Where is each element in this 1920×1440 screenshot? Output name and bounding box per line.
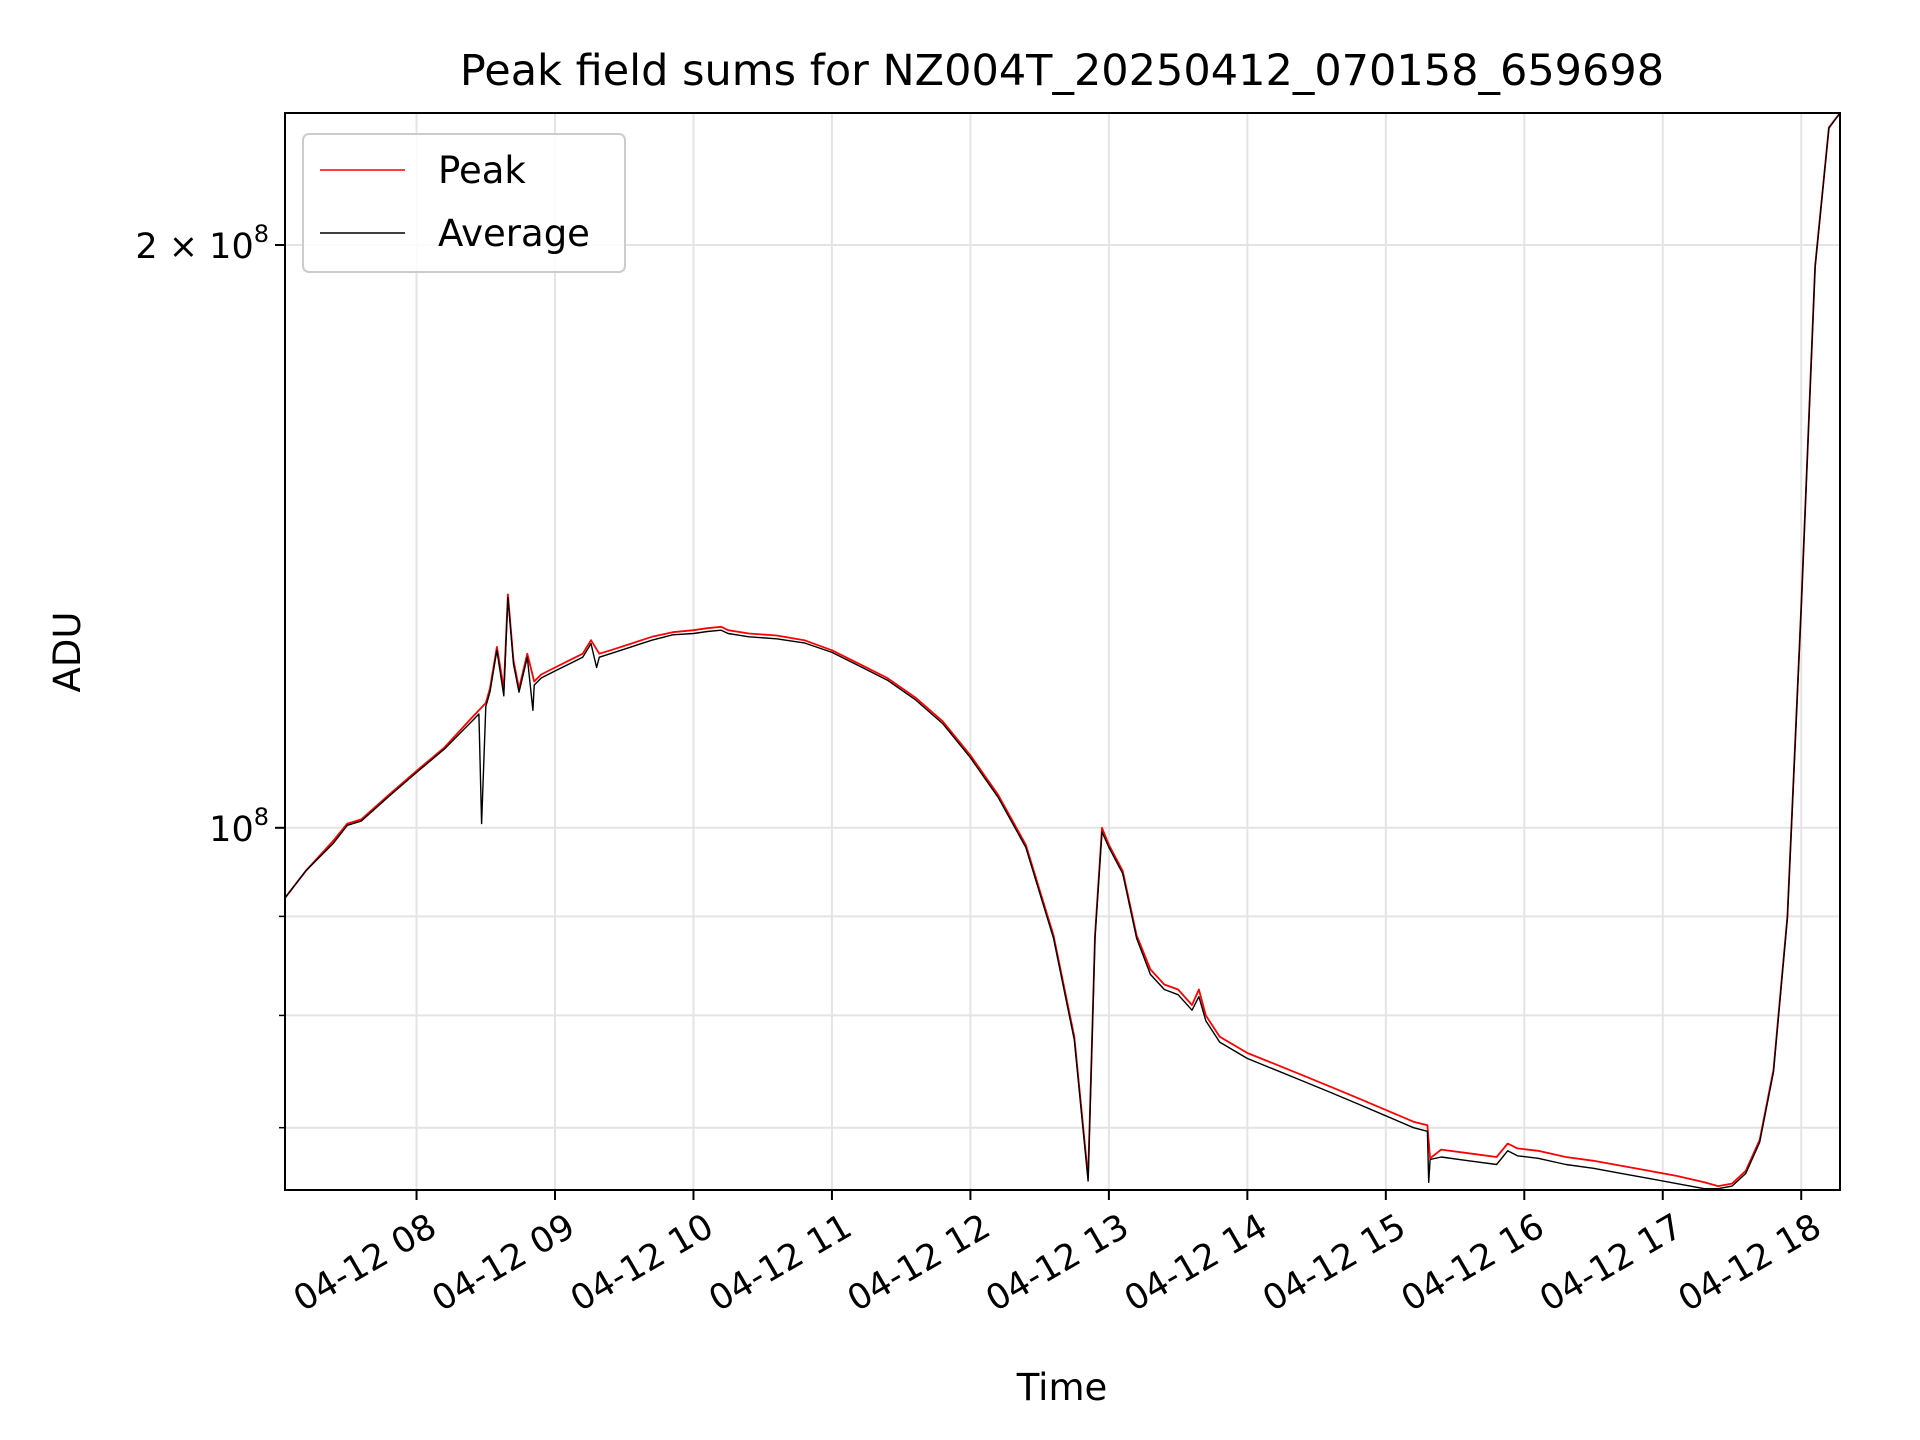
y-tick-label: 108 [209,803,269,850]
legend-label-peak: Peak [438,149,526,192]
series-line-average [285,113,1840,1190]
chart-title: Peak field sums for NZ004T_20250412_0701… [460,46,1664,96]
plot-frame [284,112,1841,1191]
legend-label-average: Average [438,212,590,255]
series-group [285,113,1840,1190]
x-axis-label: Time [1016,1366,1108,1409]
gridlines [285,113,1840,1190]
legend-box [302,133,626,273]
legend: Peak Average [302,133,626,273]
y-axis: 108 2 × 108 [135,220,285,1129]
plot-area [285,113,1840,1190]
y-axis-label: ADU [46,612,89,693]
y-tick-label: 2 × 108 [135,220,269,267]
